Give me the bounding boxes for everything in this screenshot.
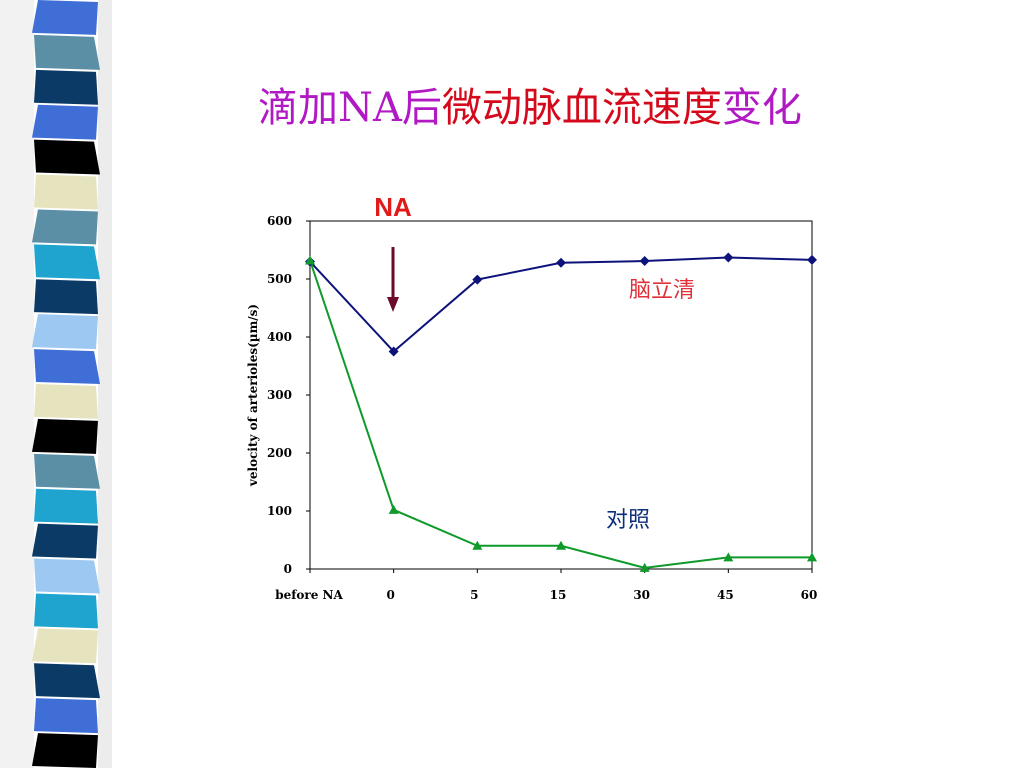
decorative-stripe — [32, 523, 98, 559]
series-line-naoliqing — [309, 256, 813, 353]
x-tick-label: 60 — [801, 588, 818, 602]
data-point-diamond — [388, 346, 399, 357]
data-point-diamond — [807, 254, 817, 265]
decorative-stripe — [34, 663, 100, 699]
data-point-triangle — [472, 540, 483, 550]
y-tick-label: 600 — [267, 214, 292, 228]
decorative-stripe — [34, 384, 98, 419]
y-tick-label: 0 — [284, 562, 292, 576]
decorative-stripe — [34, 349, 100, 384]
y-tick-label: 300 — [267, 388, 292, 402]
y-tick-label: 400 — [267, 330, 292, 344]
data-point-triangle — [723, 552, 734, 562]
title-part-3: 变化 — [721, 85, 802, 131]
decorative-stripe — [32, 733, 98, 768]
decorative-stripe — [34, 244, 100, 280]
data-point-triangle — [305, 255, 315, 265]
decorative-stripe — [34, 174, 98, 210]
na-annotation-label: NA — [374, 192, 412, 222]
decorative-stripe — [34, 593, 98, 629]
decorative-stripe — [34, 453, 100, 489]
data-point-diamond — [723, 252, 734, 263]
series-label-naoliqing: 脑立清 — [629, 278, 695, 303]
slide-title: 滴加NA后微动脉血流速度变化 — [0, 82, 1024, 134]
data-point-diamond — [556, 257, 566, 268]
na-arrow-head — [387, 297, 399, 312]
series-label-control: 对照 — [606, 508, 650, 533]
decorative-stripe — [32, 314, 98, 350]
x-tick-label: 5 — [470, 588, 478, 602]
y-tick-label: 500 — [267, 272, 292, 286]
x-tick-label: before NA — [275, 588, 343, 602]
na-annotation: NA — [374, 192, 412, 312]
decorative-stripe — [34, 698, 98, 734]
title-part-2: 微动脉血流速度 — [441, 85, 722, 131]
x-tick-label: 15 — [550, 588, 567, 602]
y-axis-label: velocity of arterioles(µm/s) — [246, 304, 260, 487]
x-tick-label: 0 — [386, 588, 394, 602]
y-tick-label: 100 — [267, 504, 292, 518]
decorative-stripe — [32, 418, 98, 454]
decorative-stripe — [32, 104, 98, 140]
data-point-diamond — [639, 256, 650, 267]
decorative-stripe — [34, 34, 100, 70]
data-point-triangle — [807, 552, 817, 562]
decorative-stripe-bar — [0, 0, 112, 768]
data-point-triangle — [556, 540, 566, 550]
decorative-stripe — [34, 558, 100, 594]
data-point-diamond — [472, 274, 483, 285]
x-tick-label: 30 — [633, 588, 650, 602]
series-line-control — [309, 260, 812, 569]
decorative-stripe — [34, 279, 98, 315]
decorative-stripe — [34, 488, 98, 524]
decorative-stripe — [32, 209, 98, 245]
y-tick-label: 200 — [267, 446, 292, 460]
title-part-1: 滴加NA后 — [258, 85, 442, 131]
decorative-stripe — [34, 69, 98, 105]
decorative-stripe — [32, 628, 98, 664]
plot-area-frame — [309, 220, 813, 570]
data-point-triangle — [388, 504, 399, 514]
x-tick-label: 45 — [717, 588, 734, 602]
decorative-stripe — [34, 139, 100, 175]
data-point-triangle — [639, 562, 650, 572]
decorative-stripe — [32, 0, 98, 35]
